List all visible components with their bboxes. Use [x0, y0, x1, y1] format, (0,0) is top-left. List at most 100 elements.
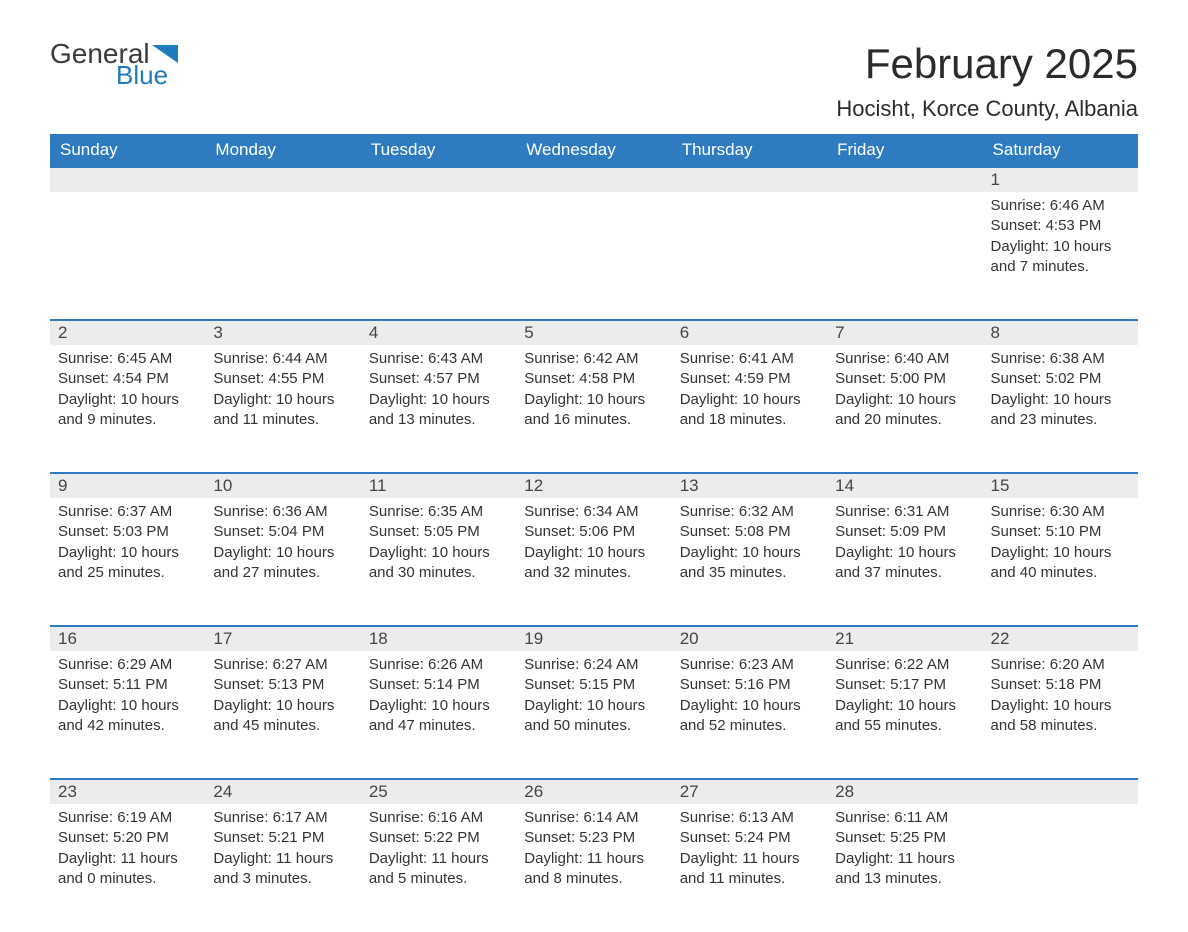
- day-cell: Sunrise: 6:40 AMSunset: 5:00 PMDaylight:…: [827, 345, 982, 473]
- daylight-text: Daylight: 10 hours and 13 minutes.: [369, 390, 508, 431]
- daylight-text: Daylight: 10 hours and 37 minutes.: [835, 543, 974, 584]
- calendar-body: 1Sunrise: 6:46 AMSunset: 4:53 PMDaylight…: [50, 167, 1138, 932]
- sunrise-text: Sunrise: 6:45 AM: [58, 349, 197, 369]
- day-cell: Sunrise: 6:23 AMSunset: 5:16 PMDaylight:…: [672, 651, 827, 779]
- day-number: 27: [672, 779, 827, 804]
- daylight-text: Daylight: 10 hours and 18 minutes.: [680, 390, 819, 431]
- daylight-text: Daylight: 10 hours and 11 minutes.: [213, 390, 352, 431]
- sunset-text: Sunset: 5:08 PM: [680, 522, 819, 542]
- day-number: 4: [361, 320, 516, 345]
- day-number: 3: [205, 320, 360, 345]
- day-number: 12: [516, 473, 671, 498]
- day-body-row: Sunrise: 6:46 AMSunset: 4:53 PMDaylight:…: [50, 192, 1138, 320]
- sunrise-text: Sunrise: 6:19 AM: [58, 808, 197, 828]
- sunset-text: Sunset: 5:00 PM: [835, 369, 974, 389]
- day-body-row: Sunrise: 6:37 AMSunset: 5:03 PMDaylight:…: [50, 498, 1138, 626]
- day-number-row: 9101112131415: [50, 473, 1138, 498]
- daylight-text: Daylight: 10 hours and 42 minutes.: [58, 696, 197, 737]
- empty-cell: [205, 192, 360, 320]
- sunset-text: Sunset: 5:25 PM: [835, 828, 974, 848]
- day-cell: Sunrise: 6:30 AMSunset: 5:10 PMDaylight:…: [983, 498, 1138, 626]
- day-cell: Sunrise: 6:43 AMSunset: 4:57 PMDaylight:…: [361, 345, 516, 473]
- day-cell: Sunrise: 6:45 AMSunset: 4:54 PMDaylight:…: [50, 345, 205, 473]
- sunset-text: Sunset: 5:23 PM: [524, 828, 663, 848]
- day-number: 19: [516, 626, 671, 651]
- logo: General Blue: [50, 40, 178, 88]
- sunrise-text: Sunrise: 6:22 AM: [835, 655, 974, 675]
- weekday-header: Saturday: [983, 134, 1138, 167]
- day-cell: Sunrise: 6:46 AMSunset: 4:53 PMDaylight:…: [983, 192, 1138, 320]
- location-text: Hocisht, Korce County, Albania: [836, 96, 1138, 122]
- empty-cell: [205, 167, 360, 192]
- empty-cell: [50, 167, 205, 192]
- daylight-text: Daylight: 10 hours and 50 minutes.: [524, 696, 663, 737]
- sunset-text: Sunset: 5:24 PM: [680, 828, 819, 848]
- sunset-text: Sunset: 5:18 PM: [991, 675, 1130, 695]
- day-number: 23: [50, 779, 205, 804]
- empty-cell: [50, 192, 205, 320]
- sunset-text: Sunset: 5:16 PM: [680, 675, 819, 695]
- sunset-text: Sunset: 5:22 PM: [369, 828, 508, 848]
- sunset-text: Sunset: 4:58 PM: [524, 369, 663, 389]
- daylight-text: Daylight: 10 hours and 27 minutes.: [213, 543, 352, 584]
- day-number: 15: [983, 473, 1138, 498]
- day-cell: Sunrise: 6:37 AMSunset: 5:03 PMDaylight:…: [50, 498, 205, 626]
- daylight-text: Daylight: 11 hours and 8 minutes.: [524, 849, 663, 890]
- day-cell: Sunrise: 6:44 AMSunset: 4:55 PMDaylight:…: [205, 345, 360, 473]
- day-number: 8: [983, 320, 1138, 345]
- day-cell: Sunrise: 6:24 AMSunset: 5:15 PMDaylight:…: [516, 651, 671, 779]
- daylight-text: Daylight: 11 hours and 13 minutes.: [835, 849, 974, 890]
- day-cell: Sunrise: 6:19 AMSunset: 5:20 PMDaylight:…: [50, 804, 205, 932]
- sunset-text: Sunset: 4:54 PM: [58, 369, 197, 389]
- day-number: 28: [827, 779, 982, 804]
- calendar-table: Sunday Monday Tuesday Wednesday Thursday…: [50, 134, 1138, 932]
- empty-cell: [827, 192, 982, 320]
- weekday-header: Monday: [205, 134, 360, 167]
- empty-cell: [672, 192, 827, 320]
- sunrise-text: Sunrise: 6:37 AM: [58, 502, 197, 522]
- empty-cell: [516, 192, 671, 320]
- sunset-text: Sunset: 4:57 PM: [369, 369, 508, 389]
- daylight-text: Daylight: 10 hours and 58 minutes.: [991, 696, 1130, 737]
- sunrise-text: Sunrise: 6:31 AM: [835, 502, 974, 522]
- sunrise-text: Sunrise: 6:36 AM: [213, 502, 352, 522]
- sunrise-text: Sunrise: 6:11 AM: [835, 808, 974, 828]
- empty-cell: [827, 167, 982, 192]
- day-number-row: 16171819202122: [50, 626, 1138, 651]
- day-cell: Sunrise: 6:13 AMSunset: 5:24 PMDaylight:…: [672, 804, 827, 932]
- day-number: 16: [50, 626, 205, 651]
- sunset-text: Sunset: 5:03 PM: [58, 522, 197, 542]
- day-number: 24: [205, 779, 360, 804]
- day-number: 5: [516, 320, 671, 345]
- day-cell: Sunrise: 6:32 AMSunset: 5:08 PMDaylight:…: [672, 498, 827, 626]
- day-number: 18: [361, 626, 516, 651]
- day-number: 21: [827, 626, 982, 651]
- daylight-text: Daylight: 10 hours and 45 minutes.: [213, 696, 352, 737]
- weekday-header: Wednesday: [516, 134, 671, 167]
- daylight-text: Daylight: 10 hours and 20 minutes.: [835, 390, 974, 431]
- daylight-text: Daylight: 10 hours and 25 minutes.: [58, 543, 197, 584]
- weekday-header: Friday: [827, 134, 982, 167]
- empty-cell: [516, 167, 671, 192]
- day-cell: Sunrise: 6:42 AMSunset: 4:58 PMDaylight:…: [516, 345, 671, 473]
- day-number: 9: [50, 473, 205, 498]
- sunset-text: Sunset: 5:15 PM: [524, 675, 663, 695]
- logo-text-blue: Blue: [116, 62, 178, 88]
- sunset-text: Sunset: 5:21 PM: [213, 828, 352, 848]
- day-cell: Sunrise: 6:31 AMSunset: 5:09 PMDaylight:…: [827, 498, 982, 626]
- day-cell: Sunrise: 6:17 AMSunset: 5:21 PMDaylight:…: [205, 804, 360, 932]
- day-cell: Sunrise: 6:22 AMSunset: 5:17 PMDaylight:…: [827, 651, 982, 779]
- day-cell: Sunrise: 6:14 AMSunset: 5:23 PMDaylight:…: [516, 804, 671, 932]
- daylight-text: Daylight: 10 hours and 40 minutes.: [991, 543, 1130, 584]
- sunset-text: Sunset: 4:55 PM: [213, 369, 352, 389]
- day-cell: Sunrise: 6:20 AMSunset: 5:18 PMDaylight:…: [983, 651, 1138, 779]
- sunset-text: Sunset: 5:14 PM: [369, 675, 508, 695]
- sunrise-text: Sunrise: 6:14 AM: [524, 808, 663, 828]
- day-number: 7: [827, 320, 982, 345]
- sunrise-text: Sunrise: 6:29 AM: [58, 655, 197, 675]
- sunset-text: Sunset: 5:20 PM: [58, 828, 197, 848]
- daylight-text: Daylight: 10 hours and 9 minutes.: [58, 390, 197, 431]
- sunrise-text: Sunrise: 6:26 AM: [369, 655, 508, 675]
- day-number: 22: [983, 626, 1138, 651]
- sunrise-text: Sunrise: 6:40 AM: [835, 349, 974, 369]
